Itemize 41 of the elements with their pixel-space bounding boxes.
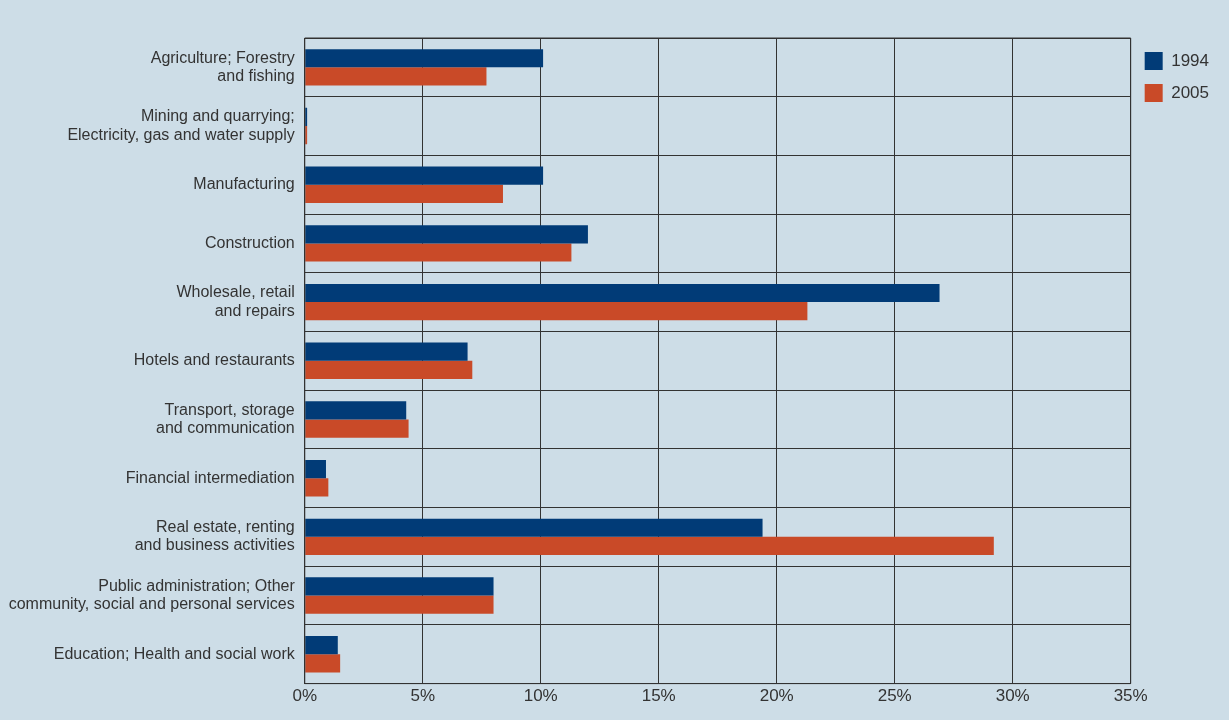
y-tick-label: Agriculture; Forestry and fishing (150, 48, 295, 84)
x-tick-label: 25% (877, 686, 912, 706)
y-tick-label: Mining and quarrying; Electricity, gas and water supply (67, 107, 295, 143)
bar (305, 654, 341, 673)
bar (305, 225, 588, 244)
bar (305, 243, 572, 262)
bar (305, 67, 487, 86)
y-tick-label: Public administration; Other community, social and personal services (8, 576, 296, 613)
x-tick-label: 30% (995, 686, 1030, 706)
legend-label: 2005 (1171, 82, 1210, 102)
x-tick-label: 10% (523, 686, 558, 706)
bar (305, 536, 994, 556)
y-tick-label: Manufacturing (193, 175, 295, 193)
y-tick-label: Hotels and restaurants (133, 351, 295, 369)
bar (305, 166, 544, 185)
bar (305, 518, 763, 537)
bar (305, 595, 494, 614)
x-tick-label: 5% (410, 686, 436, 706)
y-tick-label: Financial intermediation (125, 468, 295, 486)
bar (305, 401, 407, 420)
legend-label: 1994 (1171, 50, 1210, 70)
bar (305, 419, 409, 438)
bar (305, 478, 329, 497)
bar (305, 283, 940, 303)
bar (305, 342, 468, 361)
bar (305, 636, 338, 655)
y-tick-label: Education; Health and social work (53, 644, 296, 662)
bar (305, 577, 494, 596)
x-tick-label: 0% (292, 686, 318, 706)
x-tick-label: 20% (759, 686, 794, 706)
bar (305, 184, 503, 203)
y-tick-label: Construction (204, 233, 295, 251)
y-tick-label: Real estate, renting and business activities (134, 518, 295, 554)
y-tick-label: Wholesale, retail and repairs (176, 283, 295, 319)
bar (305, 360, 473, 379)
bar (305, 302, 808, 321)
y-tick-label: Transport, storage and communication (156, 400, 295, 437)
x-tick-label: 15% (641, 686, 676, 706)
bar (305, 459, 326, 479)
x-tick-label: 35% (1113, 686, 1148, 706)
bar (305, 49, 544, 68)
